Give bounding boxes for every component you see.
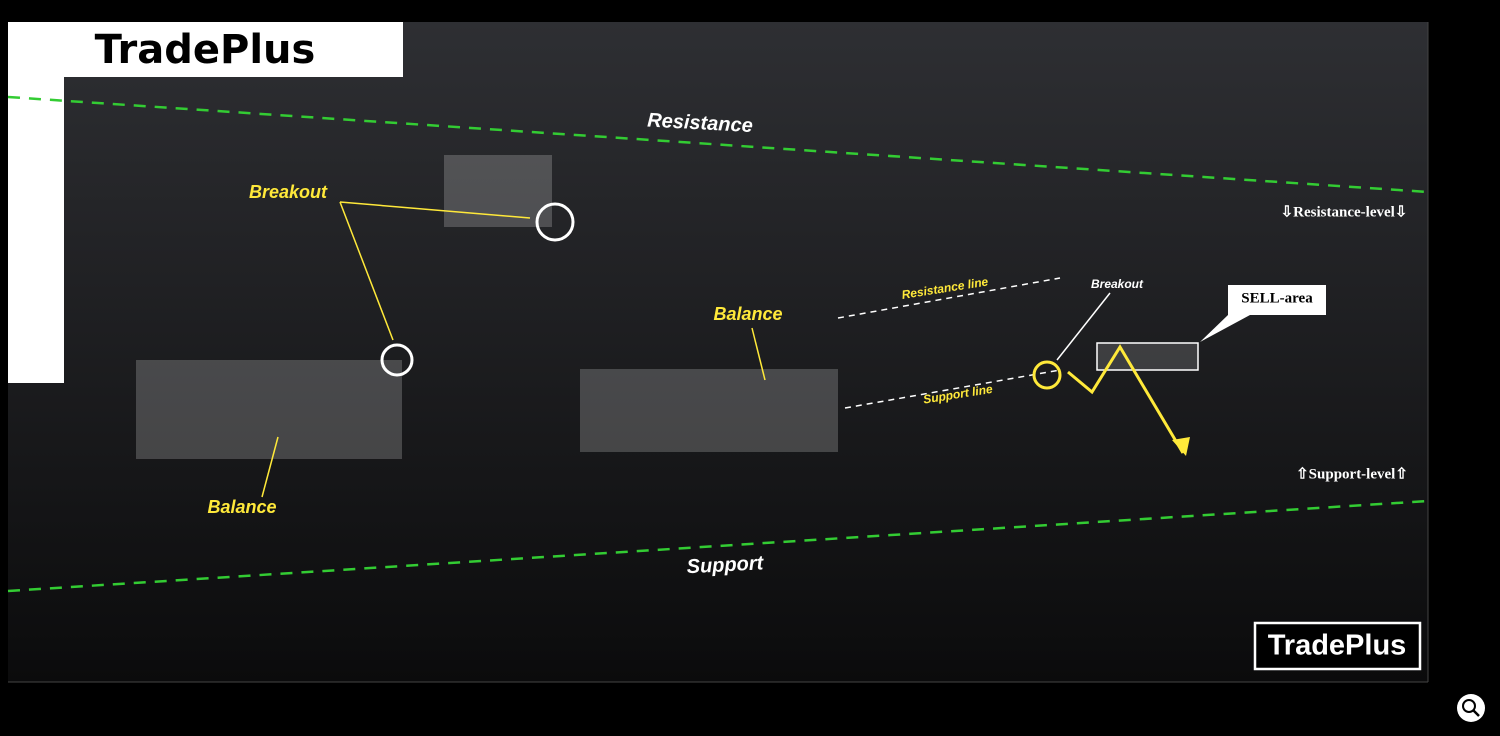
logo-panel (8, 22, 403, 383)
balance-box (444, 155, 552, 227)
arrows (261, 201, 766, 498)
annotation: ⇩Resistance-level⇩ (1281, 204, 1408, 220)
brand: TradePlus (95, 27, 316, 73)
annotation: Balance (207, 497, 276, 517)
annotation: Breakout (249, 182, 328, 202)
circle-marker (380, 343, 414, 377)
arrow (1056, 292, 1111, 361)
brand: TradePlus (1268, 630, 1407, 662)
circle-marker (535, 202, 575, 242)
zoom-icon (1462, 699, 1476, 713)
callout (1200, 285, 1326, 342)
plot-bg (8, 22, 1428, 682)
arrow-head (1172, 437, 1190, 456)
brand-box (1253, 621, 1422, 671)
annotation: Support (686, 552, 765, 578)
zoom-button[interactable] (1457, 694, 1485, 722)
annotation: Balance (713, 304, 782, 324)
sell-box (1096, 342, 1199, 371)
circle-marker (1032, 360, 1062, 390)
callout-text: SELL-area (1241, 290, 1313, 306)
zoom-icon (1472, 709, 1480, 717)
balance-box (136, 360, 402, 459)
annotation: ⇧Support-level⇧ (1296, 466, 1408, 482)
channel-bottom (844, 369, 1061, 409)
balance-box (580, 369, 838, 452)
resistance-trend (7, 95, 1429, 194)
support-trend (7, 499, 1429, 593)
channel-top (837, 277, 1061, 319)
projection (1067, 344, 1185, 454)
annotation: Breakout (1091, 277, 1144, 291)
